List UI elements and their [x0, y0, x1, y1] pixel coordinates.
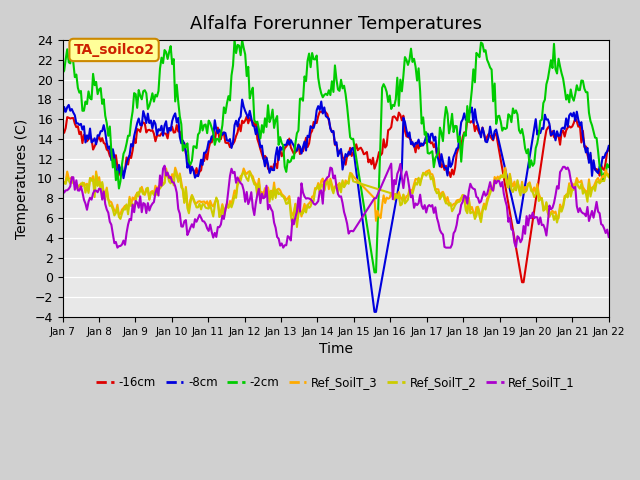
Title: Alfalfa Forerunner Temperatures: Alfalfa Forerunner Temperatures: [189, 15, 482, 33]
Text: TA_soilco2: TA_soilco2: [74, 43, 155, 57]
Legend: -16cm, -8cm, -2cm, Ref_SoilT_3, Ref_SoilT_2, Ref_SoilT_1: -16cm, -8cm, -2cm, Ref_SoilT_3, Ref_Soil…: [92, 372, 580, 394]
Y-axis label: Temperatures (C): Temperatures (C): [15, 119, 29, 239]
X-axis label: Time: Time: [319, 342, 353, 356]
